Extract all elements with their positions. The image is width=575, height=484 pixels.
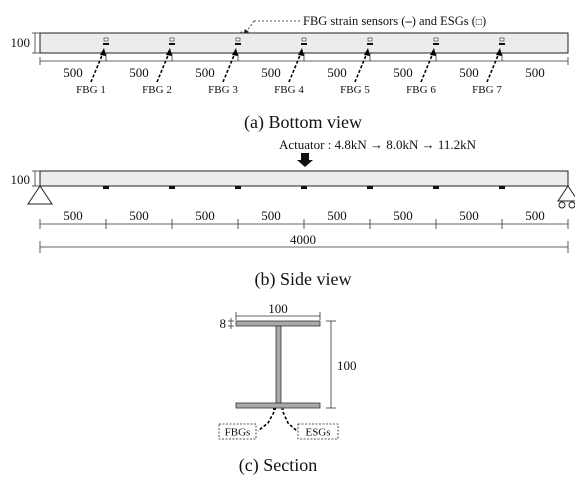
spacing-label: 500	[525, 208, 545, 223]
esg-leader	[282, 411, 298, 432]
fbg-leader	[257, 411, 275, 432]
spacing-label: 500	[459, 65, 479, 80]
side-dimension-labels: 500 500 500 500 500 500 500 500	[39, 208, 569, 229]
sensor-leader	[420, 52, 434, 83]
spacing-label: 500	[63, 65, 83, 80]
fbg-label: FBGs	[225, 427, 251, 439]
legend-text: FBG strain sensors (–) and ESGs (□)	[303, 14, 486, 28]
actuator-label: Actuator : 4.8kN → 8.0kN → 11.2kN	[279, 137, 477, 152]
pin-support-icon	[27, 185, 53, 205]
total-length-label: 4000	[290, 232, 316, 247]
sensor-leader	[288, 52, 302, 83]
fbg-sensor-icon	[235, 43, 241, 45]
leader-arrowhead	[232, 48, 238, 56]
spacing-label: 500	[327, 65, 347, 80]
bottom-depth-label: 100	[11, 35, 31, 50]
web	[275, 325, 282, 404]
sensor-leader	[354, 52, 368, 83]
fbg-sensor-icon	[301, 43, 307, 45]
fbg-sensor-icon	[169, 43, 175, 45]
fbg-point-icon	[273, 408, 276, 410]
bottom-flange	[235, 402, 321, 409]
esg-icon	[499, 37, 505, 42]
fbg-label-box	[218, 423, 257, 440]
esg-icon	[433, 37, 439, 42]
roller-support-icon	[557, 185, 575, 202]
flange-thickness-label: 8	[220, 316, 227, 331]
spacing-label: 500	[63, 208, 83, 223]
roller-wheel-icon	[558, 201, 566, 209]
bottom-sensors: FBG 1 FBG 2 FBG 3 FBG 4 FBG 5 FBG 6 FBG 7	[76, 37, 505, 96]
sensor-label: FBG 3	[208, 84, 238, 96]
spacing-label: 500	[327, 208, 347, 223]
sensor-label: FBG 1	[76, 84, 106, 96]
spacing-label: 500	[393, 208, 413, 223]
load-arrow-icon	[297, 153, 313, 167]
leader-arrowhead	[166, 48, 172, 56]
spacing-label: 500	[525, 65, 545, 80]
bottom-view: FBG strain sensors (–) and ESGs (□) 100 …	[11, 14, 569, 133]
sensor-leader	[156, 52, 170, 83]
spacing-label: 500	[195, 208, 215, 223]
bottom-view-caption: (a) Bottom view	[244, 112, 362, 133]
esg-icon	[169, 37, 175, 42]
side-beam	[39, 170, 569, 187]
side-sensor-mark	[103, 186, 109, 189]
flange-width-label: 100	[268, 301, 288, 316]
side-sensor-mark	[235, 186, 241, 189]
sensor-label: FBG 4	[274, 84, 304, 96]
side-view-caption: (b) Side view	[255, 269, 352, 290]
esg-label: ESGs	[305, 427, 330, 439]
leader-arrowhead	[100, 48, 106, 56]
legend-leader	[246, 20, 300, 32]
section-caption: (c) Section	[239, 455, 317, 476]
spacing-label: 500	[459, 208, 479, 223]
side-sensor-mark	[169, 186, 175, 189]
esg-icon	[103, 37, 109, 42]
esg-icon	[301, 37, 307, 42]
section-height-label: 100	[337, 358, 357, 373]
fbg-sensor-icon	[499, 43, 505, 45]
spacing-label: 500	[261, 208, 281, 223]
side-sensor-mark	[301, 186, 307, 189]
sensor-leader	[486, 52, 500, 83]
sensor-label: FBG 2	[142, 84, 172, 96]
leader-arrowhead	[430, 48, 436, 56]
fbg-sensor-icon	[433, 43, 439, 45]
esg-icon	[367, 37, 373, 42]
sensor-label: FBG 5	[340, 84, 370, 96]
sensor-leader	[90, 52, 104, 83]
section-view: 100 8 100 FBGs ESGs (c) Section	[218, 301, 357, 476]
side-view: Actuator : 4.8kN → 8.0kN → 11.2kN 100 50…	[11, 137, 575, 290]
leader-arrowhead	[298, 48, 304, 56]
spacing-label: 500	[393, 65, 413, 80]
arrow-icon: →	[422, 137, 435, 152]
fbg-sensor-icon	[367, 43, 373, 45]
sensor-leader	[222, 52, 236, 83]
side-sensor-mark	[433, 186, 439, 189]
side-sensor-marks	[103, 186, 505, 189]
leader-arrowhead	[364, 48, 370, 56]
arrow-icon: →	[370, 137, 383, 152]
spacing-label: 500	[261, 65, 281, 80]
spacing-label: 500	[195, 65, 215, 80]
leader-arrowhead	[496, 48, 502, 56]
esg-label-box	[297, 423, 339, 440]
side-sensor-mark	[367, 186, 373, 189]
spacing-label: 500	[129, 65, 149, 80]
sensor-label: FBG 7	[472, 84, 502, 96]
sensor-label: FBG 6	[406, 84, 436, 96]
top-flange	[235, 320, 321, 327]
esg-point-icon	[281, 408, 284, 410]
fbg-sensor-icon	[103, 43, 109, 45]
esg-icon	[235, 37, 241, 42]
side-depth-label: 100	[11, 172, 31, 187]
bottom-dimension-labels: 500 500 500 500 500 500 500 500	[39, 57, 569, 80]
roller-wheel-icon	[568, 201, 575, 209]
side-sensor-mark	[499, 186, 505, 189]
spacing-label: 500	[129, 208, 149, 223]
